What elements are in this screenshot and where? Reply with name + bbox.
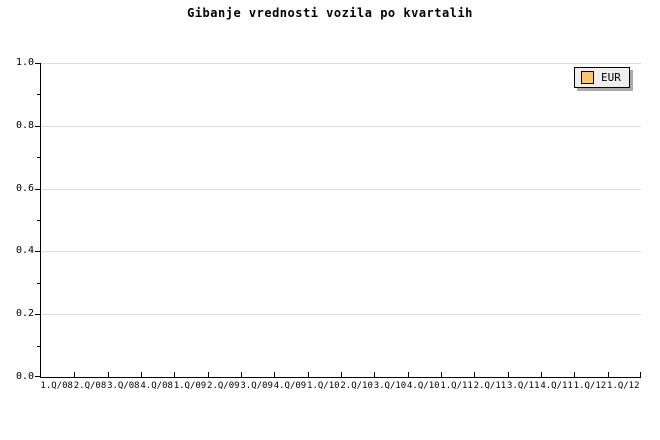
x-tick [74,372,75,377]
y-major-tick [35,251,41,252]
x-tick [408,372,409,377]
x-tick [241,372,242,377]
x-tick-label: 3.Q/11 [507,381,540,391]
x-tick [341,372,342,377]
x-tick [274,372,275,377]
x-axis-labels: 1.Q/08 2.Q/08 3.Q/08 4.Q/08 1.Q/09 2.Q/09 3.Q/… [40,381,640,392]
chart-title: Gibanje vrednosti vozila po kvartalih [187,6,473,20]
x-tick-label: 2.Q/10 [340,381,373,391]
x-tick-label: 2.Q/11 [473,381,507,391]
y-tick-label: 0.2 [15,308,34,319]
x-tick-label: 1.Q/09 [173,381,207,391]
x-tick [441,372,442,377]
x-tick-label: 1.Q/11 [440,381,473,391]
gridline [41,126,641,127]
x-tick [474,372,475,377]
gridline [41,189,641,190]
legend-swatch-eur-icon [581,71,594,84]
x-tick [208,372,209,377]
y-major-tick [35,126,41,127]
x-tick-label: 4.Q/08 [140,381,173,391]
x-tick-label: 3.Q/10 [373,381,407,391]
x-tick-label: 1.Q/12 [606,381,640,391]
x-tick-label: 3.Q/08 [107,381,140,391]
y-minor-tick [37,283,41,284]
y-tick-label: 0.8 [15,120,34,131]
x-tick [374,372,375,377]
gridline [41,63,641,64]
x-tick-label: 4.Q/11 [540,381,573,391]
gridline [41,251,641,252]
y-minor-tick [37,220,41,221]
y-minor-tick [37,94,41,95]
y-major-tick [35,376,41,377]
x-tick [308,372,309,377]
x-tick-label: 1.Q/10 [307,381,340,391]
x-tick [541,372,542,377]
y-major-tick [35,189,41,190]
y-major-tick [35,63,41,64]
y-tick-label: 0.4 [15,245,34,256]
x-tick [608,372,609,377]
plot-area [35,63,641,378]
x-tick [141,372,142,377]
x-tick [508,372,509,377]
y-axis-labels: 1.0 0.8 0.6 0.4 0.2 0.0 [0,57,34,382]
x-tick-label: 1.Q/12 [573,381,607,391]
x-tick [174,372,175,377]
y-major-tick [35,314,41,315]
gridline [41,314,641,315]
y-tick-label: 0.6 [15,183,34,194]
x-tick-label: 4.Q/10 [407,381,440,391]
x-tick-label: 4.Q/09 [273,381,307,391]
x-tick-label: 2.Q/09 [207,381,240,391]
y-tick-label: 1.0 [15,57,34,68]
x-tick-label: 2.Q/08 [73,381,107,391]
x-tick [108,372,109,377]
legend-label-eur: EUR [601,71,621,84]
y-minor-tick [37,346,41,347]
y-tick-label: 0.0 [15,371,34,382]
x-tick [640,372,641,377]
x-tick-label: 3.Q/09 [240,381,273,391]
legend: EUR [574,67,630,88]
x-tick [574,372,575,377]
y-minor-tick [37,157,41,158]
x-tick-label: 1.Q/08 [40,381,73,391]
